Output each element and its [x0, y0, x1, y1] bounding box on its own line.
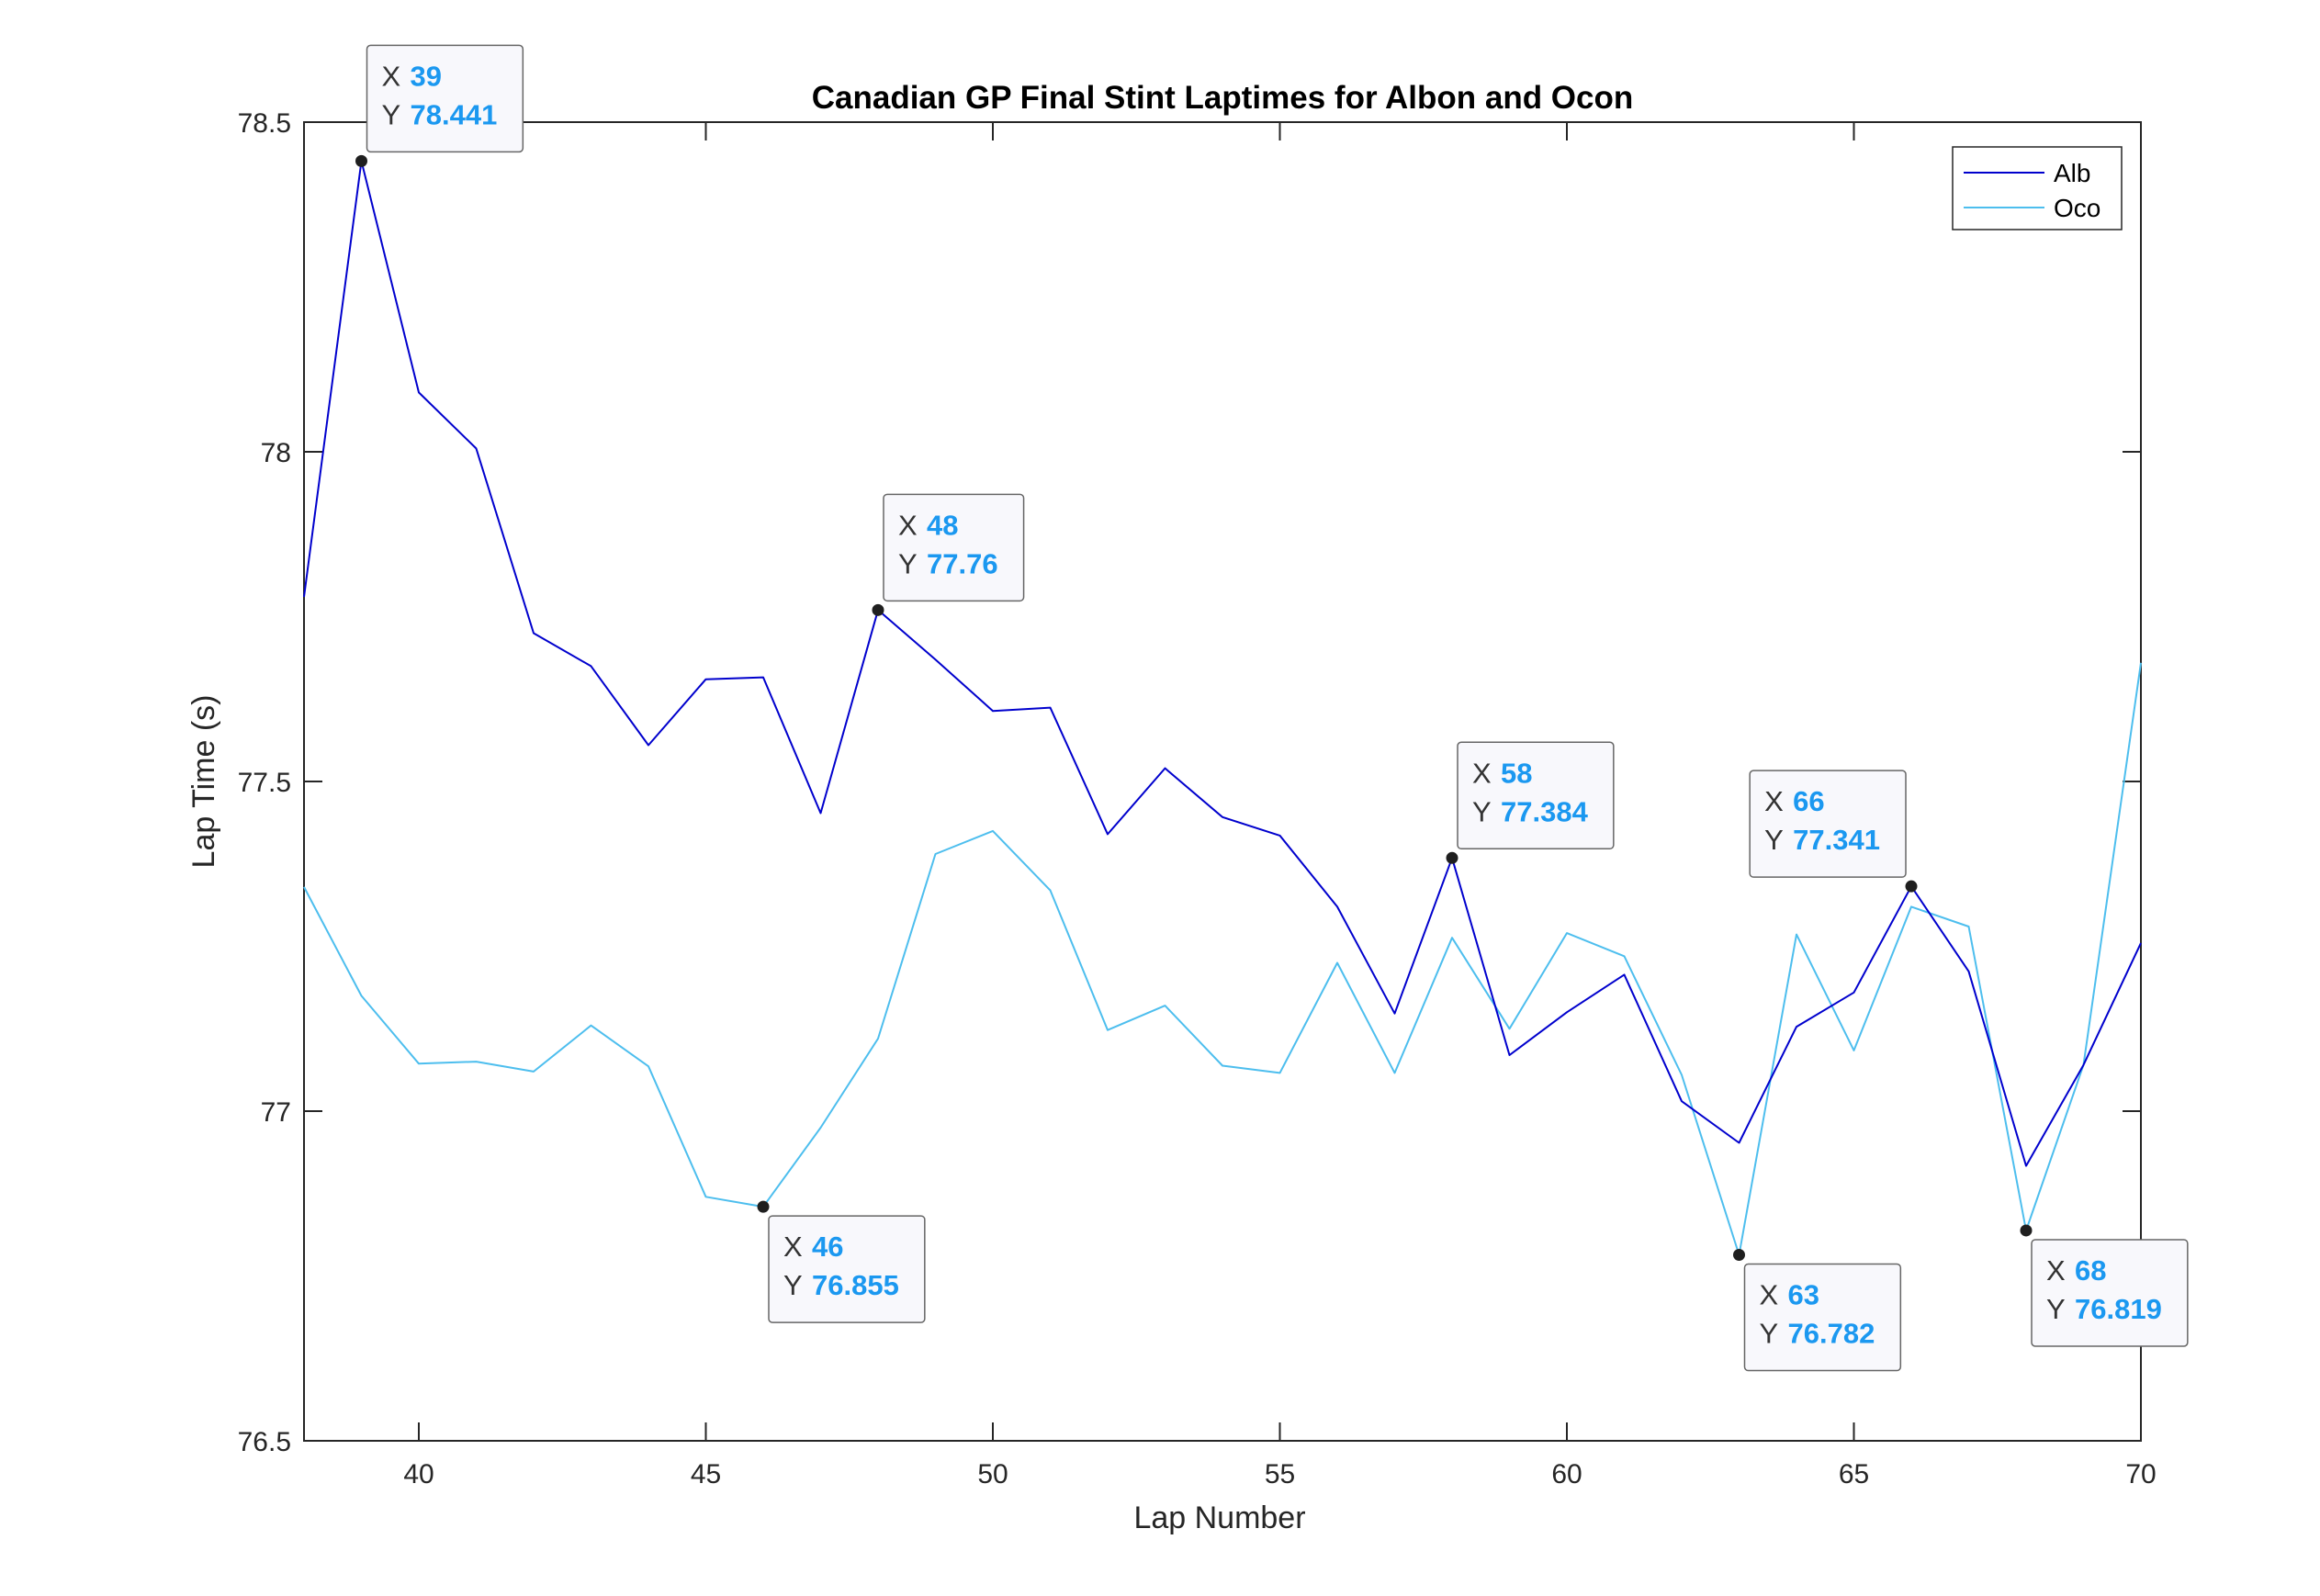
y-tick-label: 78 — [261, 438, 291, 468]
datatip-x-key: X — [1764, 785, 1784, 817]
x-tick-label: 50 — [977, 1459, 1008, 1489]
x-tick-label: 70 — [2125, 1459, 2156, 1489]
datatip-y-value: 77.384 — [1501, 795, 1589, 827]
datatip: X 58 Y 77.384 — [1457, 741, 1615, 850]
datatip-markers — [355, 154, 2033, 1262]
datatip-y-key: Y — [1764, 824, 1784, 856]
datatip-x-key: X — [783, 1231, 803, 1263]
x-tick-label: 60 — [1551, 1459, 1582, 1489]
datatip-y-key: Y — [1472, 795, 1492, 827]
x-tick-label: 40 — [403, 1459, 434, 1489]
datatip-y-value: 78.441 — [411, 98, 498, 130]
x-tick-label: 55 — [1265, 1459, 1295, 1489]
datatip-marker[interactable] — [1733, 1249, 1745, 1262]
legend-label-oco: Oco — [2054, 194, 2100, 222]
legend-box — [1952, 146, 2123, 230]
datatip-y-value: 76.782 — [1788, 1318, 1875, 1350]
legend: Alb Oco — [1952, 146, 2123, 230]
y-axis-label: Lap Time (s) — [186, 695, 221, 869]
datatip-marker[interactable] — [757, 1200, 770, 1213]
datatip-x-value: 68 — [2075, 1254, 2106, 1287]
y-tick-label: 76.5 — [238, 1427, 291, 1457]
datatip-y-value: 76.819 — [2075, 1293, 2162, 1325]
datatip-marker[interactable] — [872, 603, 884, 616]
datatip-x-key: X — [1760, 1279, 1779, 1311]
y-tick-label: 77.5 — [238, 768, 291, 798]
datatip: X 39 Y 78.441 — [366, 44, 524, 153]
datatip-marker[interactable] — [355, 154, 367, 167]
x-axis-label: Lap Number — [1133, 1500, 1305, 1535]
datatip-x-key: X — [1472, 757, 1492, 789]
x-tick-label: 45 — [691, 1459, 721, 1489]
y-tick-label: 77 — [261, 1097, 291, 1128]
datatip-x-value: 39 — [411, 60, 442, 92]
datatip-x-key: X — [898, 509, 918, 541]
datatip: X 48 Y 77.76 — [883, 493, 1025, 602]
datatip-box — [2031, 1239, 2189, 1347]
datatip-y-key: Y — [898, 547, 918, 579]
datatip-y-key: Y — [783, 1269, 803, 1301]
y-tick-label: 78.5 — [238, 108, 291, 139]
datatip-y-key: Y — [382, 98, 401, 130]
legend-label-alb: Alb — [2054, 159, 2090, 187]
chart-title: Canadian GP Final Stint Laptimes for Alb… — [812, 80, 1634, 116]
series-lines — [303, 160, 2142, 1256]
datatip-marker[interactable] — [1905, 880, 1918, 893]
datatip-x-value: 58 — [1501, 757, 1532, 789]
datatip-marker[interactable] — [2020, 1224, 2033, 1237]
datatip-box — [883, 493, 1025, 602]
datatip-x-value: 63 — [1788, 1279, 1819, 1311]
datatip: X 68 Y 76.819 — [2031, 1239, 2189, 1347]
x-tick-label: 65 — [1839, 1459, 1869, 1489]
datatip-x-value: 46 — [812, 1231, 843, 1263]
datatip-box — [366, 44, 524, 153]
datatip-box — [1743, 1263, 1902, 1372]
axis-ticks: 40 45 50 55 60 65 70 76.5 77 77.5 78 78.5 — [238, 108, 2157, 1489]
datatip-x-value: 66 — [1793, 785, 1824, 817]
series-line-alb — [303, 160, 2142, 1167]
datatip-box — [768, 1215, 926, 1323]
datatip: X 66 Y 77.341 — [1749, 770, 1907, 878]
datatip-y-key: Y — [2046, 1293, 2066, 1325]
datatip-y-value: 77.341 — [1793, 824, 1880, 856]
datatip-x-value: 48 — [927, 509, 958, 541]
datatip-y-value: 77.76 — [927, 547, 998, 579]
datatip-x-key: X — [382, 60, 401, 92]
datatip: X 46 Y 76.855 — [768, 1215, 926, 1323]
datatip-y-value: 76.855 — [812, 1269, 899, 1301]
datatip-x-key: X — [2046, 1254, 2066, 1287]
datatip-marker[interactable] — [1446, 851, 1458, 864]
datatip-y-key: Y — [1760, 1318, 1779, 1350]
series-line-oco — [303, 662, 2142, 1256]
datatip: X 63 Y 76.782 — [1743, 1263, 1902, 1372]
datatip-box — [1749, 770, 1907, 878]
datatip-box — [1457, 741, 1615, 850]
